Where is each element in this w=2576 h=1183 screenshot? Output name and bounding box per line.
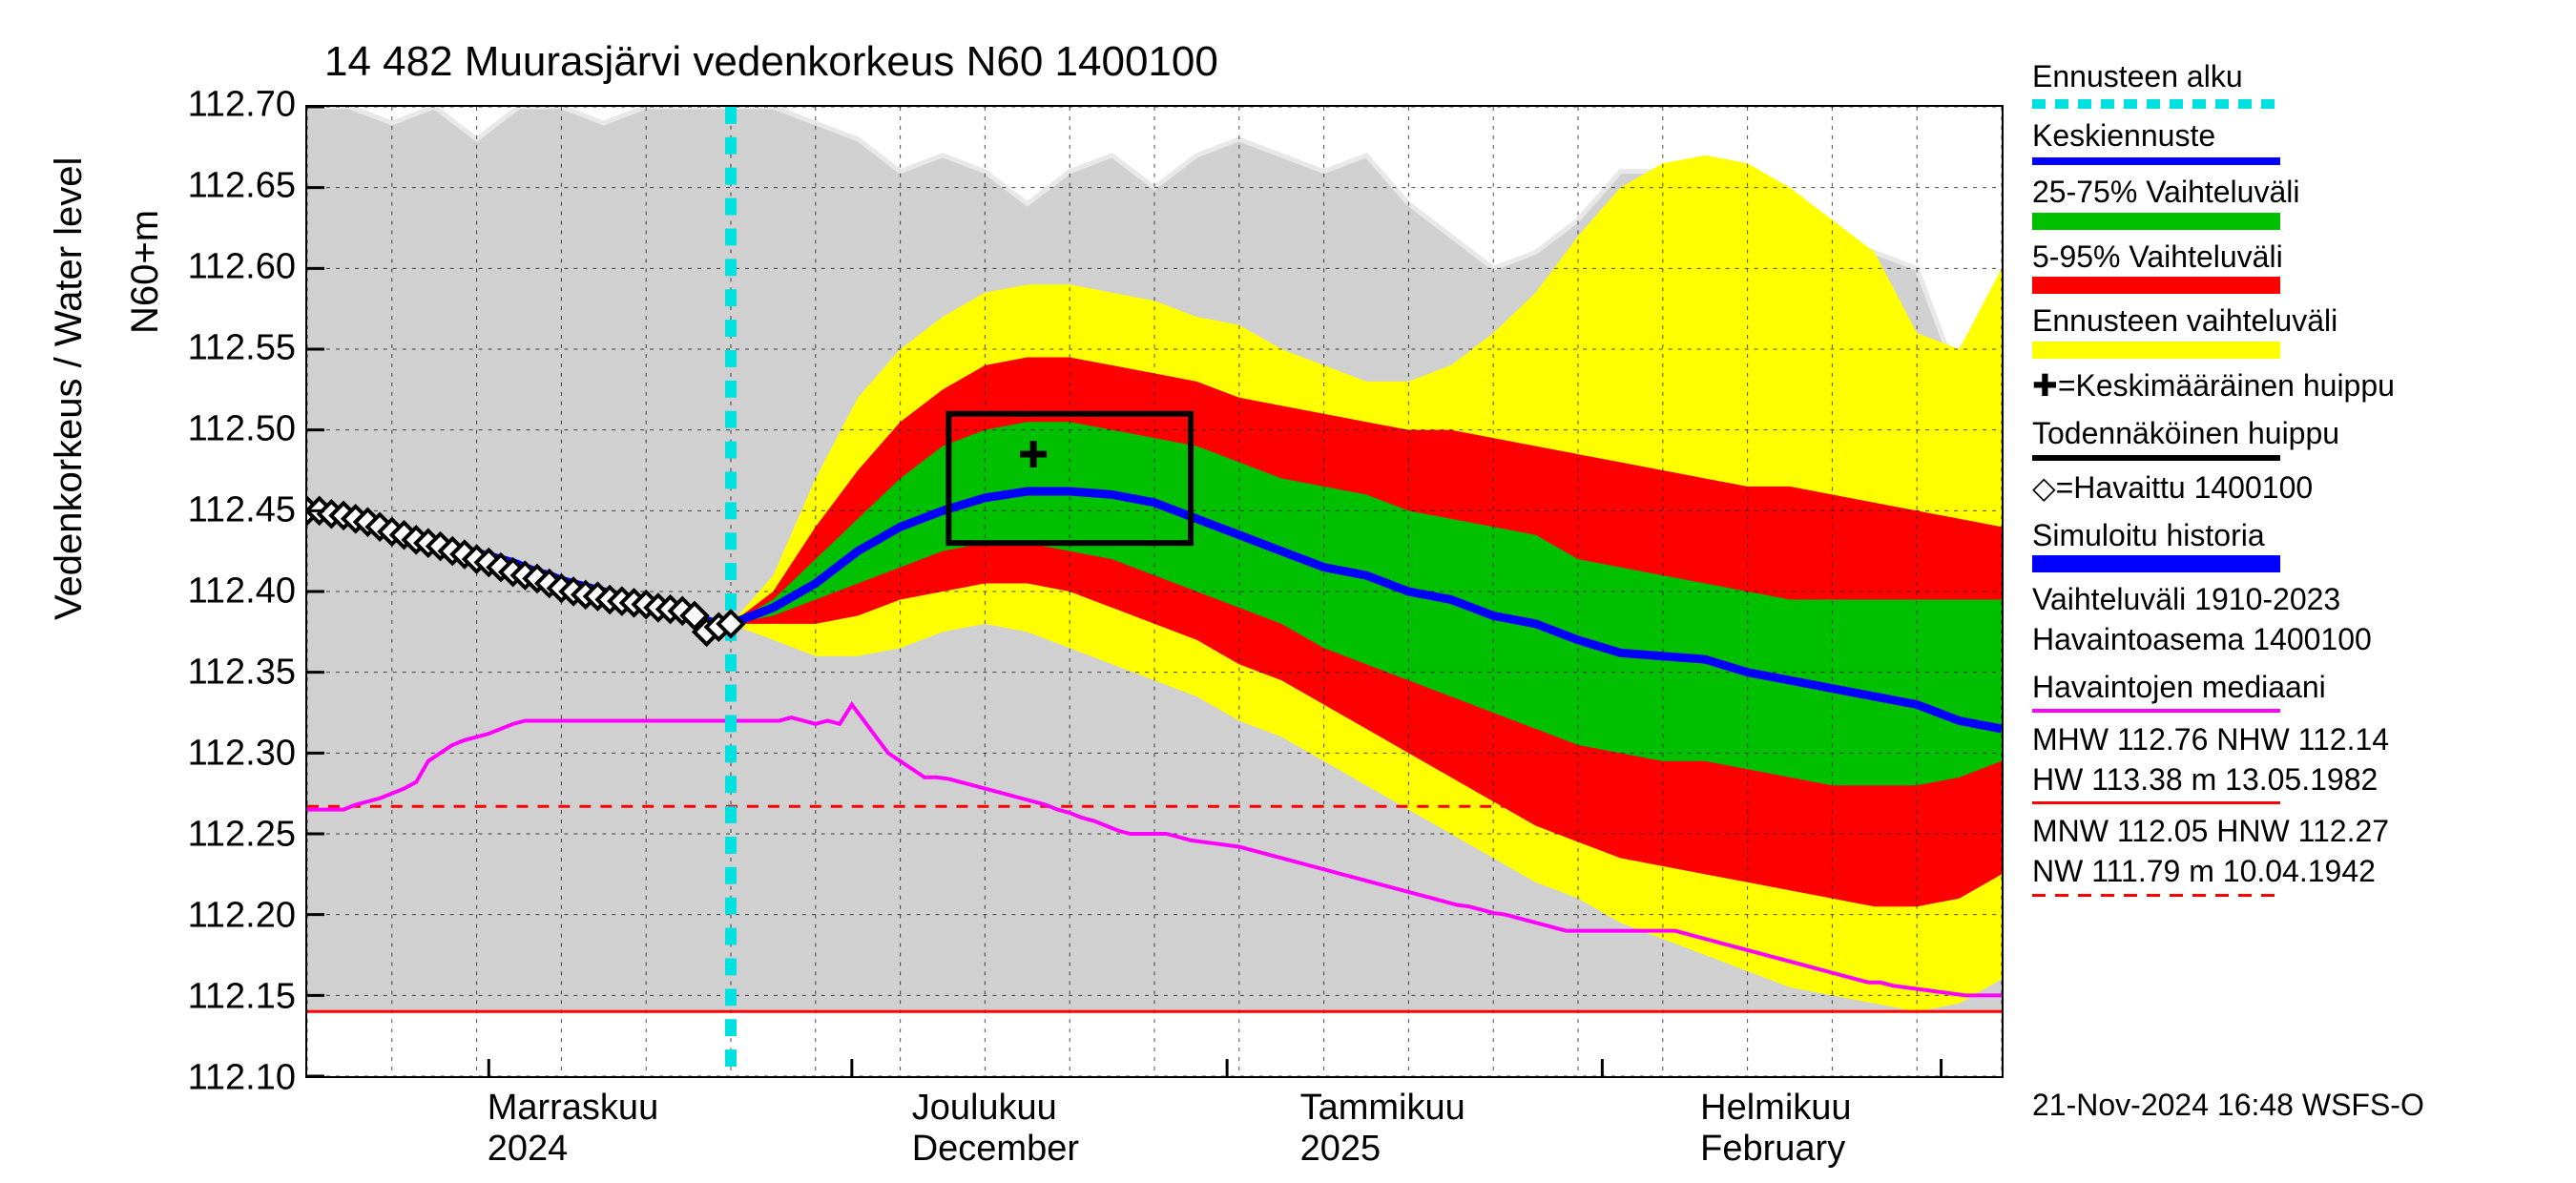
legend-item: 5-95% Vaihteluväli xyxy=(2032,238,2566,295)
ytick-label: 112.50 xyxy=(188,409,296,450)
legend-item: MHW 112.76 NHW 112.14HW 113.38 m 13.05.1… xyxy=(2032,720,2566,804)
legend-item: MNW 112.05 HNW 112.27NW 111.79 m 10.04.1… xyxy=(2032,812,2566,896)
ytick-label: 112.55 xyxy=(188,328,296,369)
xtick-label: Tammikuu2025 xyxy=(1300,1088,1465,1170)
legend-item: Simuloitu historia xyxy=(2032,516,2566,573)
xtick-label: HelmikuuFebruary xyxy=(1700,1088,1851,1170)
ytick-label: 112.15 xyxy=(188,977,296,1018)
ytick-label: 112.10 xyxy=(188,1058,296,1099)
ytick-label: 112.35 xyxy=(188,653,296,694)
legend-item: Ennusteen alku xyxy=(2032,57,2566,109)
legend-item: Ennusteen vaihteluväli xyxy=(2032,301,2566,359)
ytick-label: 112.20 xyxy=(188,896,296,937)
legend: Ennusteen alku Keskiennuste 25-75% Vaihtel… xyxy=(2032,57,2566,904)
ytick-label: 112.40 xyxy=(188,571,296,612)
legend-item: Vaihteluväli 1910-2023 Havaintoasema 140… xyxy=(2032,580,2566,659)
xtick-label: Marraskuu2024 xyxy=(488,1088,659,1170)
legend-item: ✚=Keskimääräinen huippu xyxy=(2032,366,2566,406)
chart-container: 14 482 Muurasjärvi vedenkorkeus N60 1400… xyxy=(0,0,2576,1145)
ytick-label: 112.25 xyxy=(188,815,296,856)
ytick-label: 112.30 xyxy=(188,734,296,775)
ytick-label: 112.45 xyxy=(188,490,296,531)
xaxis-labels: Marraskuu2024 JoulukuuDecember Tammikuu202… xyxy=(305,1088,2004,1183)
plot-area xyxy=(305,105,2004,1078)
xtick-label: JoulukuuDecember xyxy=(912,1088,1079,1170)
ytick-label: 112.65 xyxy=(188,166,296,207)
ytick-label: 112.70 xyxy=(188,85,296,126)
chart-title: 14 482 Muurasjärvi vedenkorkeus N60 1400… xyxy=(324,38,1218,86)
ytick-label: 112.60 xyxy=(188,247,296,288)
legend-item: Todennäköinen huippu xyxy=(2032,414,2566,462)
chart-svg xyxy=(307,107,2002,1076)
legend-item: Keskiennuste xyxy=(2032,116,2566,166)
legend-item: ◇=Havaittu 1400100 xyxy=(2032,468,2566,508)
yaxis-title: Vedenkorkeus / Water level xyxy=(48,157,91,620)
legend-item: Havaintojen mediaani xyxy=(2032,668,2566,714)
footer-text: 21-Nov-2024 16:48 WSFS-O xyxy=(2032,1088,2424,1123)
yaxis-labels: 112.10112.15112.20112.25112.30112.35112.… xyxy=(134,105,296,1078)
legend-item: 25-75% Vaihteluväli xyxy=(2032,173,2566,230)
